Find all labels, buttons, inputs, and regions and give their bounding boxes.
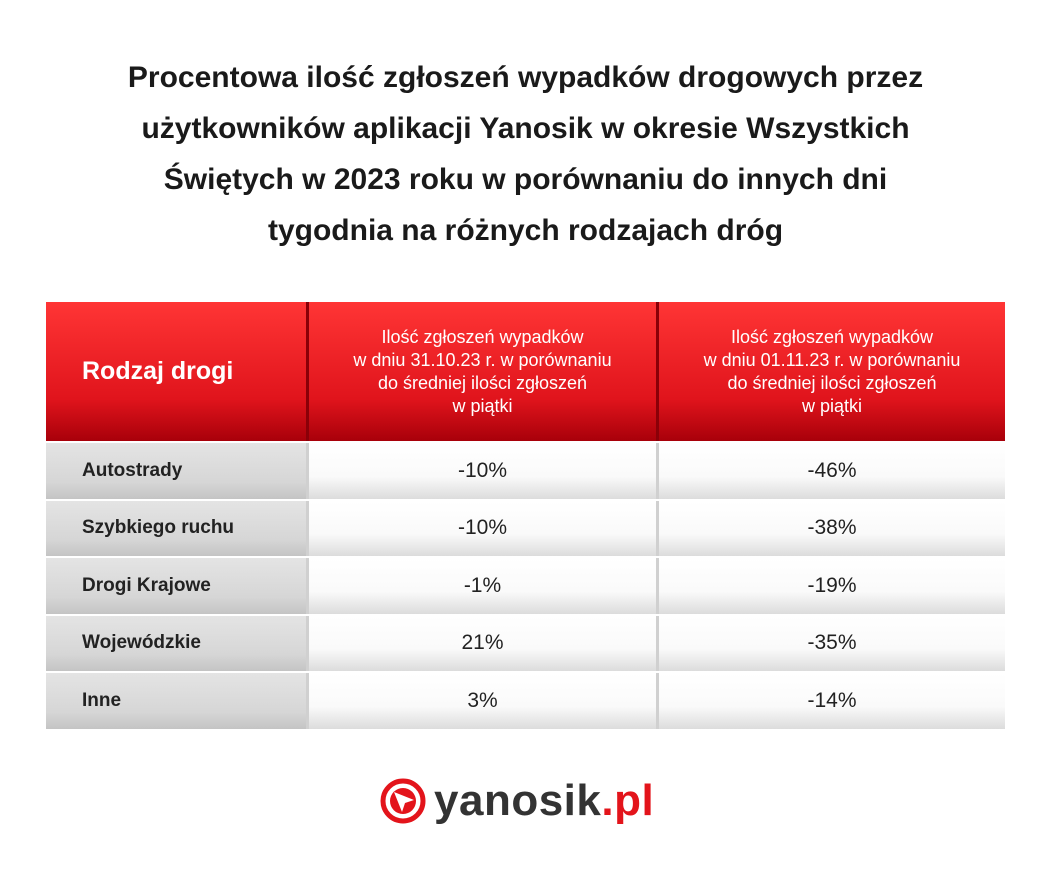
header-line: Rodzaj drogi (82, 357, 234, 385)
cell-value: -10% (306, 500, 656, 556)
logo-name: yanosik (434, 776, 602, 825)
logo-text: yanosik.pl (434, 776, 654, 826)
cell-value: -14% (656, 673, 1005, 729)
header-line: w piątki (801, 395, 863, 416)
cell-value: -19% (656, 558, 1005, 614)
table-row: Drogi Krajowe -1% -19% (46, 556, 1005, 614)
title-line: Procentowa ilość zgłoszeń wypadków drogo… (127, 61, 924, 94)
header-line: w dniu 31.10.23 r. w porównaniu (353, 349, 612, 370)
title: Procentowa ilość zgłoszeń wypadków drogo… (0, 52, 1051, 256)
cell-value: -38% (656, 500, 1005, 556)
table-row: Wojewódzkie 21% -35% (46, 613, 1005, 671)
row-label: Szybkiego ruchu (46, 500, 306, 556)
cell-value: -1% (306, 558, 656, 614)
table-row: Szybkiego ruchu -10% -38% (46, 498, 1005, 556)
title-line: Świętych w 2023 roku w porównaniu do inn… (163, 163, 888, 196)
table: Rodzaj drogi Ilość zgłoszeń wypadków w dni… (46, 302, 1005, 729)
row-label: Autostrady (46, 443, 306, 499)
cell-value: -46% (656, 443, 1005, 499)
header-line: Ilość zgłoszeń wypadków (730, 326, 934, 347)
title-line: tygodnia na różnych rodzajach dróg (267, 214, 784, 247)
header-row: Rodzaj drogi Ilość zgłoszeń wypadków w dni… (46, 302, 1005, 441)
cell-value: -10% (306, 443, 656, 499)
logo-icon (380, 778, 426, 824)
row-label: Inne (46, 673, 306, 729)
row-label: Drogi Krajowe (46, 558, 306, 614)
header-line: do średniej ilości zgłoszeń (377, 372, 588, 393)
table-row: Autostrady -10% -46% (46, 441, 1005, 499)
cell-value: 21% (306, 615, 656, 671)
cell-value: -35% (656, 615, 1005, 671)
cell-value: 3% (306, 673, 656, 729)
header-cell: Ilość zgłoszeń wypadków w dniu 31.10.23 r… (306, 302, 656, 441)
header-cell: Ilość zgłoszeń wypadków w dniu 01.11.23 r… (656, 302, 1005, 441)
row-label: Wojewódzkie (46, 615, 306, 671)
logo: yanosik.pl (380, 776, 654, 826)
header-line: Ilość zgłoszeń wypadków (381, 326, 584, 347)
table-row: Inne 3% -14% (46, 671, 1005, 729)
logo-suffix: .pl (601, 776, 655, 825)
header-line: w dniu 01.11.23 r. w porównaniu (703, 349, 961, 370)
header-line: w piątki (452, 395, 513, 416)
header-line: do średniej ilości zgłoszeń (727, 372, 937, 393)
title-line: użytkowników aplikacji Yanosik w okresie… (141, 112, 910, 145)
header-cell: Rodzaj drogi (46, 302, 306, 441)
